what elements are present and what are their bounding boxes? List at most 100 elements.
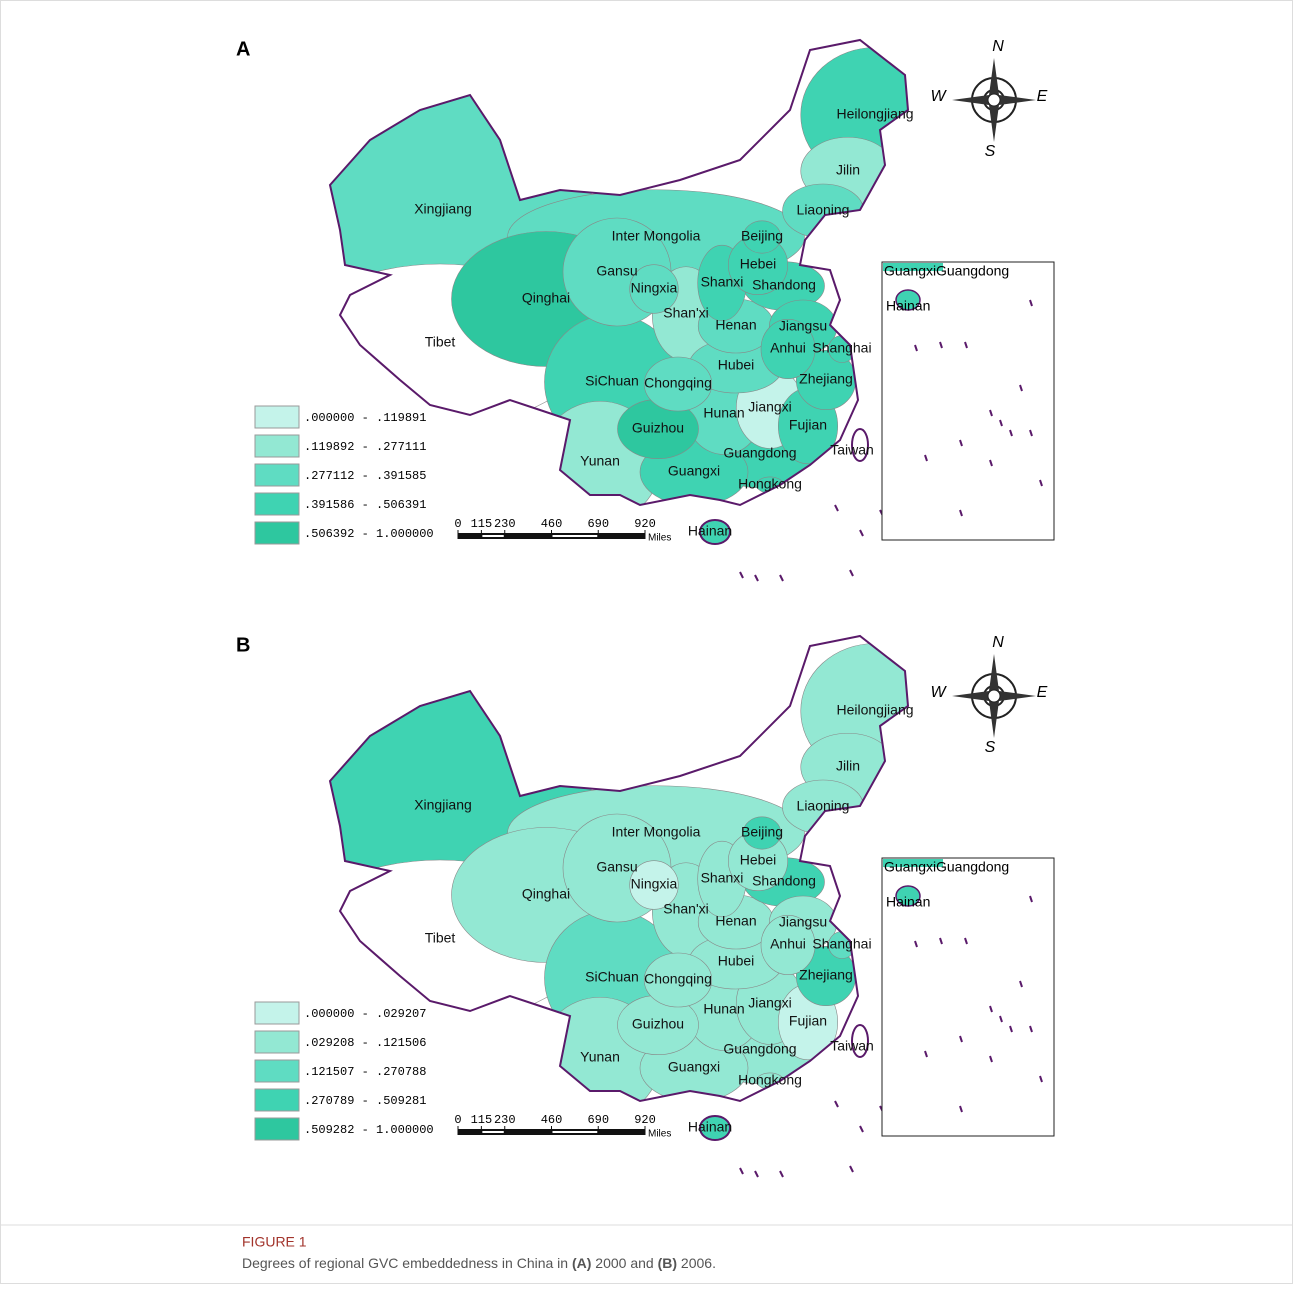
region-label: Hunan: [703, 405, 744, 421]
scale-unit: Miles: [648, 533, 671, 544]
region-label: Chongqing: [644, 375, 712, 391]
region-label: Beijing: [741, 228, 783, 244]
region-label: Liaoning: [797, 798, 850, 814]
scale-segment: [482, 1131, 503, 1133]
region-label: Fujian: [789, 417, 827, 433]
caption-text: Degrees of regional GVC embeddedness in …: [242, 1255, 716, 1271]
compass-letter: E: [1037, 88, 1048, 105]
region-label: Gansu: [596, 859, 637, 875]
region-label: Fujian: [789, 1013, 827, 1029]
legend-swatch: [255, 1089, 299, 1111]
legend-label: .391586 - .506391: [304, 498, 426, 512]
region-label: SiChuan: [585, 373, 639, 389]
region-label: Beijing: [741, 824, 783, 840]
page: FIGURE 1 Degrees of regional GVC embedde…: [0, 0, 1293, 1289]
region-label: Shanxi: [701, 274, 744, 290]
region-label: Shanghai: [812, 340, 871, 356]
caption-part: Degrees of regional GVC embeddedness in …: [242, 1255, 572, 1271]
panel-label: A: [236, 38, 250, 60]
compass-letter: E: [1037, 684, 1048, 701]
region-label: Inter Mongolia: [612, 824, 701, 840]
legend-swatch: [255, 406, 299, 428]
legend-label: .000000 - .119891: [304, 411, 426, 425]
legend-label: .270789 - .509281: [304, 1094, 426, 1108]
caption-part: (B): [658, 1255, 677, 1271]
inset-label: Guangxi: [884, 859, 936, 875]
region-label: Zhejiang: [799, 371, 853, 387]
legend-label: .029208 - .121506: [304, 1036, 426, 1050]
region-label: Guangxi: [668, 463, 720, 479]
region-label: Taiwan: [830, 442, 874, 458]
region-label: Hainan: [688, 523, 732, 539]
compass-letter: N: [992, 38, 1004, 55]
scale-tick-label: 230: [494, 517, 516, 531]
region-label: Hainan: [688, 1119, 732, 1135]
region-label: Guizhou: [632, 1016, 684, 1032]
scale-unit: Miles: [648, 1129, 671, 1140]
legend-label: .277112 - .391585: [304, 469, 426, 483]
region-label: Jilin: [836, 162, 860, 178]
legend-label: .000000 - .029207: [304, 1007, 426, 1021]
compass-letter: W: [930, 684, 947, 701]
scale-tick-label: 230: [494, 1113, 516, 1127]
compass-letter: W: [930, 88, 947, 105]
panel-label: B: [236, 634, 250, 656]
scale-segment: [482, 535, 503, 537]
region-label: Tibet: [425, 334, 456, 350]
region-label: Yunan: [580, 453, 620, 469]
legend-swatch: [255, 464, 299, 486]
region-label: SiChuan: [585, 969, 639, 985]
region-label: Shan'xi: [663, 901, 708, 917]
region-label: Chongqing: [644, 971, 712, 987]
inset-label: Guangdong: [936, 859, 1009, 875]
region-label: Xingjiang: [414, 797, 472, 813]
scale-tick-label: 920: [634, 1113, 656, 1127]
compass-letter: N: [992, 634, 1004, 651]
legend-swatch: [255, 1031, 299, 1053]
legend-swatch: [255, 1118, 299, 1140]
region-label: Hunan: [703, 1001, 744, 1017]
caption-part: 2000 and: [591, 1255, 657, 1271]
region-label: Qinghai: [522, 886, 570, 902]
region-label: Jiangxi: [748, 995, 792, 1011]
region-label: Hongkong: [738, 1072, 802, 1088]
region-label: Shanghai: [812, 936, 871, 952]
region-label: Ningxia: [631, 876, 678, 892]
region-label: Hebei: [740, 256, 777, 272]
legend-swatch: [255, 493, 299, 515]
region-label: Jiangsu: [779, 318, 827, 334]
inset-label: Guangdong: [936, 263, 1009, 279]
compass-letter: S: [985, 143, 996, 160]
scale-tick-label: 0: [454, 517, 461, 531]
scale-tick-label: 690: [587, 1113, 609, 1127]
legend-swatch: [255, 435, 299, 457]
region-label: Shandong: [752, 277, 816, 293]
compass-center: [988, 690, 1000, 702]
region-label: Heilongjiang: [836, 106, 913, 122]
inset-label: Guangxi: [884, 263, 936, 279]
scale-tick-label: 115: [471, 517, 493, 531]
region-label: Guangdong: [723, 445, 796, 461]
compass-letter: S: [985, 739, 996, 756]
legend-swatch: [255, 522, 299, 544]
region-label: Jiangxi: [748, 399, 792, 415]
caption-part: (A): [572, 1255, 591, 1271]
caption-part: 2006.: [677, 1255, 716, 1271]
compass-center: [988, 94, 1000, 106]
region-label: Guangdong: [723, 1041, 796, 1057]
legend-swatch: [255, 1002, 299, 1024]
legend-swatch: [255, 1060, 299, 1082]
figure: FIGURE 1 Degrees of regional GVC embedde…: [0, 0, 1293, 1284]
legend-label: .509282 - 1.000000: [304, 1123, 434, 1137]
inset-label: Hainan: [886, 894, 930, 910]
scale-tick-label: 115: [471, 1113, 493, 1127]
scale-segment: [553, 535, 598, 537]
region-label: Guizhou: [632, 420, 684, 436]
legend-label: .119892 - .277111: [304, 440, 426, 454]
region-label: Inter Mongolia: [612, 228, 701, 244]
legend-label: .506392 - 1.000000: [304, 527, 434, 541]
region-label: Hubei: [718, 357, 755, 373]
region-label: Shan'xi: [663, 305, 708, 321]
scale-tick-label: 0: [454, 1113, 461, 1127]
scale-tick-label: 690: [587, 517, 609, 531]
